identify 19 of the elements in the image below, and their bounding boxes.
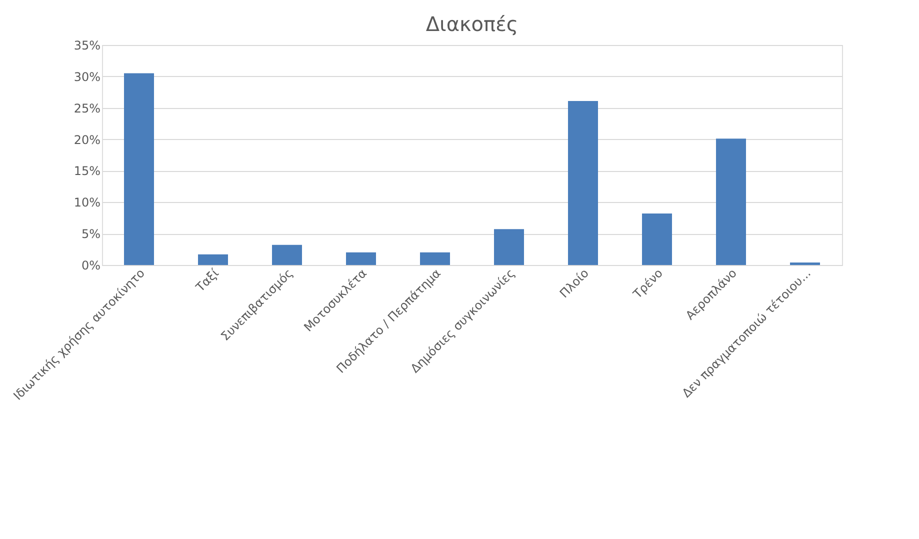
bar	[272, 244, 302, 265]
y-tick-label: 20%	[74, 132, 100, 147]
bar	[198, 254, 228, 265]
chart-title: Διακοπές	[426, 12, 518, 36]
bar	[568, 100, 598, 265]
y-tick-label: 30%	[74, 70, 100, 84]
y-tick-label: 35%	[74, 38, 100, 52]
bar	[494, 229, 524, 265]
y-tick-label: 0%	[81, 258, 100, 272]
bar	[420, 252, 450, 265]
y-tick-label: 10%	[74, 196, 100, 210]
bar	[642, 213, 672, 265]
y-tick-label: 5%	[81, 227, 100, 242]
bar	[124, 73, 154, 265]
bar	[346, 252, 376, 265]
y-tick-label: 15%	[74, 164, 100, 178]
bar	[790, 262, 820, 265]
y-tick-label: 25%	[74, 101, 100, 116]
bar	[716, 138, 746, 265]
